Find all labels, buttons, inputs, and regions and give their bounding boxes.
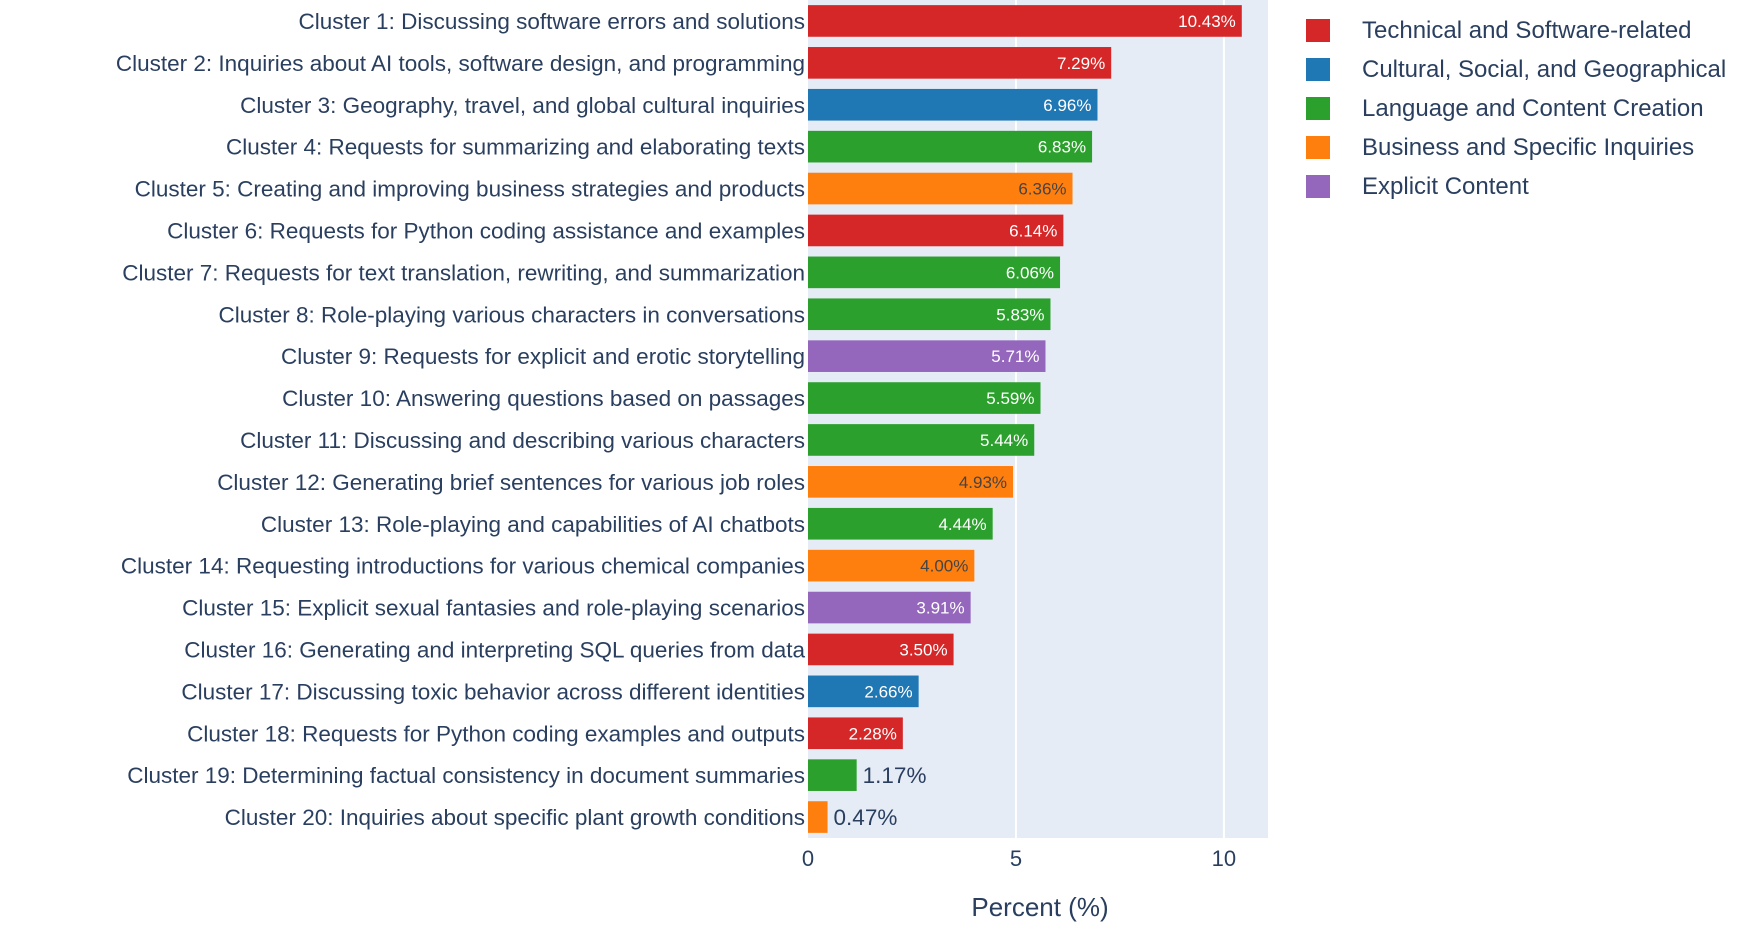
category-label: Cluster 6: Requests for Python coding as…: [167, 218, 805, 243]
data-label: 4.44%: [938, 515, 986, 534]
data-label: 6.06%: [1006, 263, 1054, 282]
data-label: 3.50%: [899, 640, 947, 659]
data-label: 0.47%: [834, 805, 898, 830]
data-label: 6.83%: [1038, 138, 1086, 157]
legend-swatch: [1306, 175, 1330, 198]
category-label: Cluster 10: Answering questions based on…: [282, 386, 805, 411]
x-tick-label: 0: [802, 846, 814, 871]
bar[interactable]: [808, 675, 919, 708]
category-label: Cluster 14: Requesting introductions for…: [121, 554, 805, 579]
data-label: 5.83%: [996, 305, 1044, 324]
legend-swatch: [1306, 58, 1330, 81]
data-label: 3.91%: [916, 599, 964, 618]
category-label: Cluster 4: Requests for summarizing and …: [226, 135, 805, 160]
bar[interactable]: [808, 801, 828, 833]
bar[interactable]: [808, 424, 1035, 456]
legend-label: Explicit Content: [1362, 173, 1529, 200]
bar[interactable]: [808, 5, 1242, 37]
category-label: Cluster 11: Discussing and describing va…: [240, 428, 805, 453]
legend-item[interactable]: Business and Specific Inquiries: [1306, 134, 1694, 161]
bar[interactable]: [808, 88, 1098, 121]
data-label: 5.59%: [986, 389, 1034, 408]
legend-label: Business and Specific Inquiries: [1362, 134, 1694, 161]
data-label: 4.00%: [920, 557, 968, 576]
data-label: 6.14%: [1009, 221, 1057, 240]
data-label: 6.36%: [1018, 180, 1066, 199]
x-axis-ticks: 0 5 10: [802, 846, 1236, 871]
bar[interactable]: [808, 549, 975, 582]
legend[interactable]: Technical and Software-related Cultural, …: [1306, 17, 1726, 200]
category-label: Cluster 18: Requests for Python coding e…: [187, 721, 805, 746]
category-label: Cluster 17: Discussing toxic behavior ac…: [181, 679, 805, 704]
legend-label: Technical and Software-related: [1362, 17, 1692, 44]
data-label: 1.17%: [863, 763, 927, 788]
category-label: Cluster 9: Requests for explicit and ero…: [281, 344, 805, 369]
data-label: 10.43%: [1178, 12, 1236, 31]
bar[interactable]: [808, 633, 954, 666]
category-label: Cluster 8: Role-playing various characte…: [218, 302, 805, 327]
x-tick-label: 10: [1212, 846, 1236, 871]
bar[interactable]: [808, 256, 1061, 289]
bars: [808, 5, 1242, 833]
bar[interactable]: [808, 214, 1064, 247]
bar[interactable]: [808, 340, 1046, 372]
category-label: Cluster 13: Role-playing and capabilitie…: [261, 512, 805, 537]
category-label: Cluster 5: Creating and improving busine…: [135, 177, 805, 202]
bar[interactable]: [808, 298, 1051, 331]
category-label: Cluster 7: Requests for text translation…: [122, 260, 805, 285]
legend-label: Language and Content Creation: [1362, 95, 1704, 122]
category-label: Cluster 19: Determining factual consiste…: [127, 763, 805, 788]
legend-item[interactable]: Technical and Software-related: [1306, 17, 1692, 44]
category-label: Cluster 15: Explicit sexual fantasies an…: [182, 596, 805, 621]
category-label: Cluster 3: Geography, travel, and global…: [240, 93, 805, 118]
legend-swatch: [1306, 136, 1330, 159]
legend-swatch: [1306, 97, 1330, 120]
data-label: 5.44%: [980, 431, 1028, 450]
bar[interactable]: [808, 507, 993, 540]
category-label: Cluster 2: Inquiries about AI tools, sof…: [116, 51, 805, 76]
bar[interactable]: [808, 130, 1093, 163]
x-tick-label: 5: [1010, 846, 1022, 871]
data-label: 6.96%: [1043, 96, 1091, 115]
category-label: Cluster 16: Generating and interpreting …: [184, 637, 805, 662]
category-label: Cluster 1: Discussing software errors an…: [299, 9, 805, 34]
bar[interactable]: [808, 591, 971, 624]
legend-item[interactable]: Language and Content Creation: [1306, 95, 1704, 122]
legend-label: Cultural, Social, and Geographical: [1362, 56, 1726, 83]
data-label: 4.93%: [959, 473, 1007, 492]
x-axis-title: Percent (%): [971, 892, 1108, 922]
legend-item[interactable]: Explicit Content: [1306, 173, 1529, 200]
bar[interactable]: [808, 172, 1073, 205]
value-labels: 10.43% 7.29% 6.96% 6.83% 6.36% 6.14% 6.06% 5.83…: [834, 12, 1236, 830]
category-labels: Cluster 1: Discussing software errors an…: [116, 9, 806, 830]
bar[interactable]: [808, 759, 857, 791]
data-label: 7.29%: [1057, 54, 1105, 73]
data-label: 5.71%: [991, 347, 1039, 366]
category-label: Cluster 12: Generating brief sentences f…: [217, 470, 805, 495]
bar[interactable]: [808, 717, 903, 750]
bar[interactable]: [808, 47, 1112, 79]
data-label: 2.66%: [864, 682, 912, 701]
legend-swatch: [1306, 19, 1330, 42]
plot-area: [808, 0, 1268, 838]
data-label: 2.28%: [849, 724, 897, 743]
category-label: Cluster 20: Inquiries about specific pla…: [225, 805, 805, 830]
bar[interactable]: [808, 466, 1014, 498]
bar[interactable]: [808, 382, 1041, 414]
legend-item[interactable]: Cultural, Social, and Geographical: [1306, 56, 1726, 83]
